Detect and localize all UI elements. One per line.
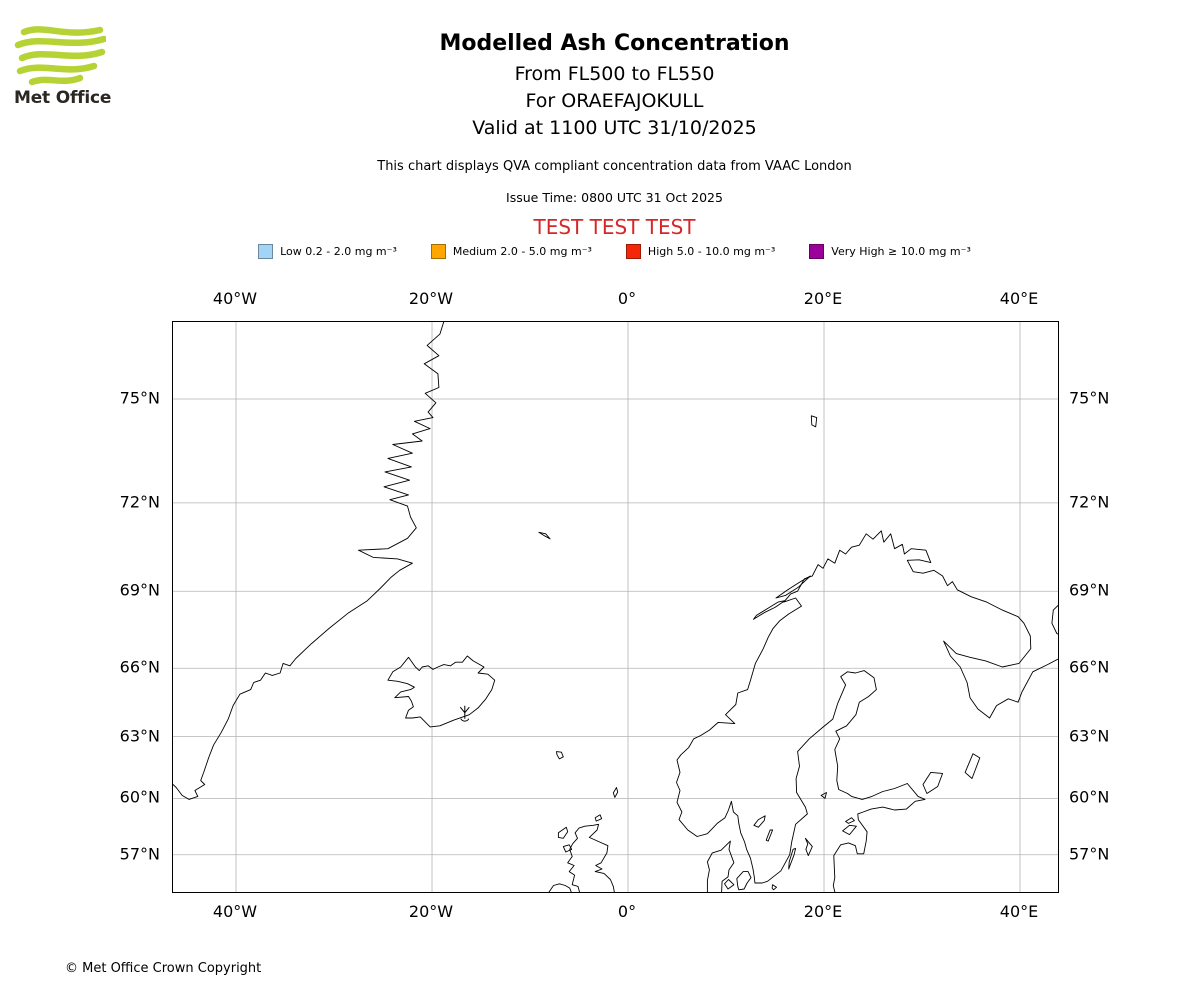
chart-header: Modelled Ash Concentration From FL500 to…	[172, 31, 1057, 259]
lat-tick-left: 60°N	[119, 787, 160, 807]
coastline-shetland	[612, 787, 619, 798]
lat-tick-right: 72°N	[1069, 492, 1110, 512]
lat-tick-left: 75°N	[119, 388, 160, 408]
coastline-jan-mayen	[538, 531, 551, 540]
met-office-logo-text: Met Office	[14, 88, 112, 108]
lon-tick-top: 40°E	[999, 289, 1039, 308]
coastline-ireland-north	[548, 883, 572, 892]
legend-item-low: Low 0.2 - 2.0 mg m⁻³	[258, 243, 397, 259]
lon-tick-top: 0°	[617, 289, 637, 308]
coastline-zealand	[736, 871, 752, 891]
lat-tick-right: 66°N	[1069, 657, 1110, 677]
legend-label-high: High 5.0 - 10.0 mg m⁻³	[647, 244, 776, 258]
coastline-vesteralen	[775, 575, 811, 599]
coastline-lake-vattern	[765, 829, 774, 842]
coastline-bornholm	[771, 884, 777, 891]
legend-item-very-high: Very High ≥ 10.0 mg m⁻³	[809, 243, 971, 259]
volcano-marker	[459, 705, 470, 722]
chart-subtitle-volcano: For ORAEFAJOKULL	[525, 90, 704, 113]
coastline-gotland	[804, 837, 813, 857]
lat-tick-left: 63°N	[119, 726, 160, 746]
map	[172, 321, 1059, 893]
coastline-funen	[724, 879, 735, 890]
coastline-lake-ladoga	[922, 771, 944, 794]
coastline-lake-vanern	[753, 815, 766, 828]
chart-subtitle-flight-levels: From FL500 to FL550	[514, 63, 715, 86]
lon-tick-bottom: 20°W	[408, 902, 454, 921]
test-banner: TEST TEST TEST	[533, 214, 696, 239]
lat-tick-left: 66°N	[119, 657, 160, 677]
coastline-bear-island	[810, 415, 818, 428]
coastline-hebrides	[557, 826, 569, 839]
lon-tick-bottom: 40°W	[212, 902, 258, 921]
coastline-orkney	[594, 814, 603, 822]
coastline-lake-onega	[964, 753, 981, 779]
legend-label-very-high: Very High ≥ 10.0 mg m⁻³	[831, 244, 971, 258]
legend-swatch-very-high	[809, 243, 825, 259]
lat-tick-left: 69°N	[119, 580, 160, 600]
coastline-kanin	[1051, 604, 1058, 635]
lon-tick-top: 20°E	[803, 289, 843, 308]
coastline-lofoten	[753, 600, 786, 620]
lat-tick-right: 69°N	[1069, 580, 1110, 600]
coastline-oland	[788, 847, 797, 870]
coastline-fennoscandia	[676, 530, 1058, 892]
lon-tick-top: 20°W	[408, 289, 454, 308]
lon-tick-bottom: 0°	[617, 902, 637, 921]
legend-item-medium: Medium 2.0 - 5.0 mg m⁻³	[430, 243, 592, 259]
lat-tick-left: 57°N	[119, 844, 160, 864]
lon-tick-bottom: 40°E	[999, 902, 1039, 921]
lon-tick-top: 40°W	[212, 289, 258, 308]
qva-compliance-note: This chart displays QVA compliant concen…	[377, 158, 852, 174]
lat-tick-right: 75°N	[1069, 388, 1110, 408]
coastline-scotland	[567, 823, 615, 892]
legend-label-low: Low 0.2 - 2.0 mg m⁻³	[280, 244, 397, 258]
legend-label-medium: Medium 2.0 - 5.0 mg m⁻³	[452, 244, 592, 258]
copyright: © Met Office Crown Copyright	[65, 961, 262, 976]
met-office-logo: Met Office	[14, 24, 134, 108]
chart-title: Modelled Ash Concentration	[439, 31, 790, 56]
coastline-saaremaa	[842, 824, 857, 836]
legend-item-high: High 5.0 - 10.0 mg m⁻³	[625, 243, 776, 259]
lon-tick-bottom: 20°E	[803, 902, 843, 921]
lat-tick-right: 60°N	[1069, 787, 1110, 807]
lat-tick-left: 72°N	[119, 492, 160, 512]
legend-swatch-high	[625, 243, 641, 259]
legend-swatch-medium	[430, 243, 446, 259]
legend: Low 0.2 - 2.0 mg m⁻³ Medium 2.0 - 5.0 mg …	[172, 243, 1057, 259]
coastline-jutland	[706, 840, 735, 892]
issue-time: Issue Time: 0800 UTC 31 Oct 2025	[506, 189, 723, 205]
coastline-skye	[562, 844, 573, 853]
coastline-greenland	[173, 322, 445, 800]
chart-subtitle-valid-time: Valid at 1100 UTC 31/10/2025	[472, 116, 757, 139]
coastline-aland	[820, 792, 827, 799]
coastline-faroe	[556, 751, 564, 760]
lat-tick-right: 63°N	[1069, 726, 1110, 746]
map-area: 40°W 40°W 20°W 20°W 0° 0° 20°E 20°E 40°E 40°E 75°N…	[120, 289, 1110, 921]
coastline-hiiumaa	[845, 817, 855, 824]
lat-tick-right: 57°N	[1069, 844, 1110, 864]
coastline-iceland	[387, 655, 496, 728]
met-office-logo-waves	[14, 26, 106, 86]
legend-swatch-low	[258, 243, 274, 259]
